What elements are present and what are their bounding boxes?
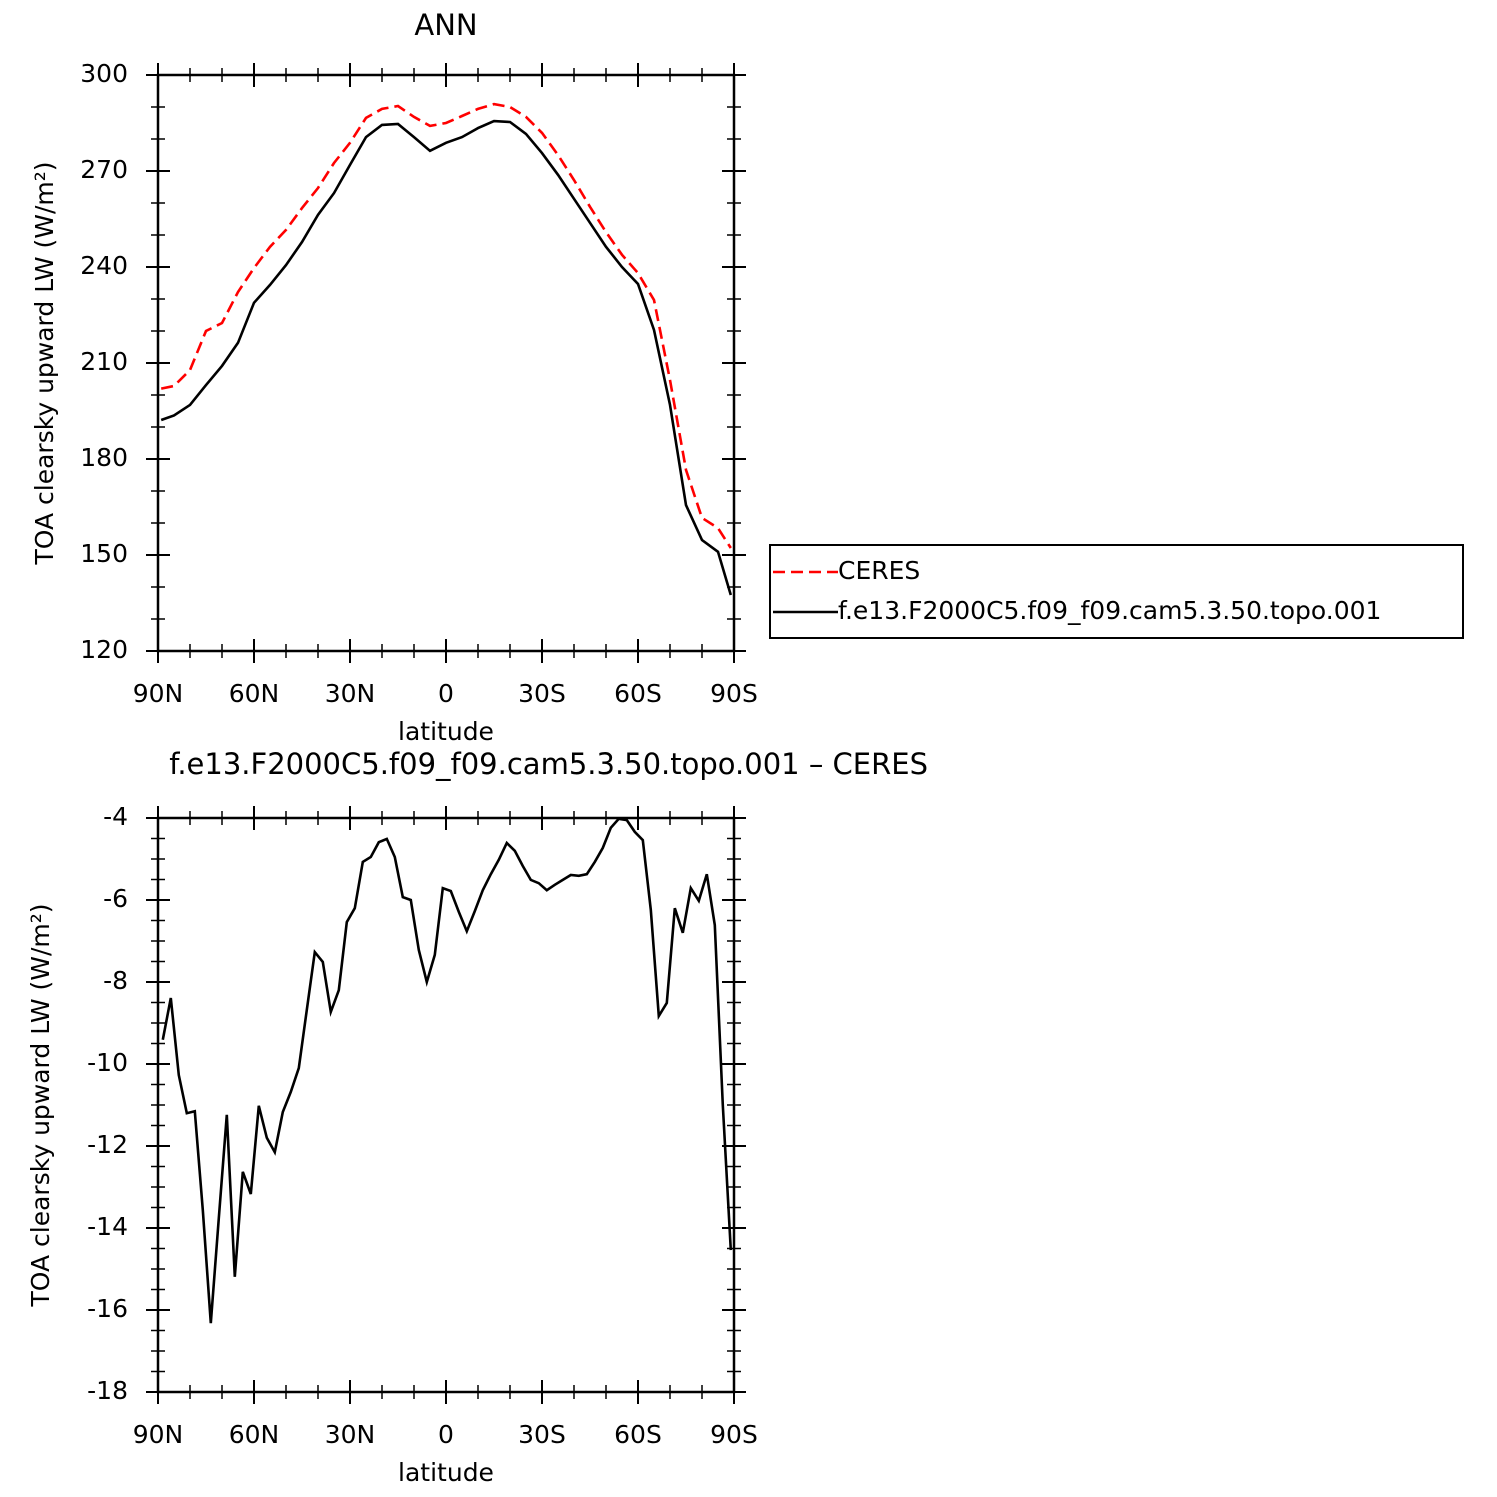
x-tick-label: 90S bbox=[710, 1420, 758, 1449]
x-tick-label: 0 bbox=[438, 679, 454, 708]
y-tick-label: 150 bbox=[80, 539, 128, 568]
y-tick-label: 270 bbox=[80, 155, 128, 184]
plot-frame bbox=[156, 816, 736, 1394]
data-line bbox=[160, 102, 732, 549]
x-tick-label: 90N bbox=[133, 1420, 184, 1449]
x-tick-label: 60S bbox=[614, 679, 662, 708]
y-tick-label: -18 bbox=[87, 1376, 128, 1405]
y-tick-label: -8 bbox=[103, 966, 128, 995]
x-tick-label: 30S bbox=[518, 1420, 566, 1449]
x-tick-label: 30S bbox=[518, 679, 566, 708]
y-tick-label: 240 bbox=[80, 251, 128, 280]
x-tick-label: 60S bbox=[614, 1420, 662, 1449]
plot-frame bbox=[156, 73, 736, 653]
chart-title: f.e13.F2000C5.f09_f09.cam5.3.50.topo.001… bbox=[169, 747, 928, 781]
x-tick-label: 60N bbox=[229, 1420, 280, 1449]
y-tick-label: 180 bbox=[80, 443, 128, 472]
y-tick-label: -10 bbox=[87, 1048, 128, 1077]
chart-title: ANN bbox=[414, 8, 477, 42]
x-tick-label: 60N bbox=[229, 679, 280, 708]
data-line bbox=[161, 817, 733, 1324]
data-line bbox=[160, 119, 733, 596]
y-tick-label: -16 bbox=[87, 1294, 128, 1323]
y-tick-label: 120 bbox=[80, 635, 128, 664]
y-tick-label: 300 bbox=[80, 59, 128, 88]
legend-label: CERES bbox=[838, 556, 920, 585]
y-tick-label: -6 bbox=[103, 884, 128, 913]
legend-label: f.e13.F2000C5.f09_f09.cam5.3.50.topo.001 bbox=[838, 596, 1381, 625]
y-tick-label: -4 bbox=[103, 802, 128, 831]
x-axis-label: latitude bbox=[398, 1458, 494, 1487]
y-axis-label: TOA clearsky upward LW (W/m²) bbox=[30, 161, 59, 565]
y-axis-label: TOA clearsky upward LW (W/m²) bbox=[26, 903, 55, 1307]
y-tick-label: -12 bbox=[87, 1130, 128, 1159]
x-tick-label: 30N bbox=[325, 1420, 376, 1449]
x-tick-label: 0 bbox=[438, 1420, 454, 1449]
x-tick-label: 30N bbox=[325, 679, 376, 708]
y-tick-label: 210 bbox=[80, 347, 128, 376]
legend-box bbox=[769, 544, 1464, 639]
x-axis-label: latitude bbox=[398, 717, 494, 746]
y-tick-label: -14 bbox=[87, 1212, 128, 1241]
x-tick-label: 90N bbox=[133, 679, 184, 708]
x-tick-label: 90S bbox=[710, 679, 758, 708]
